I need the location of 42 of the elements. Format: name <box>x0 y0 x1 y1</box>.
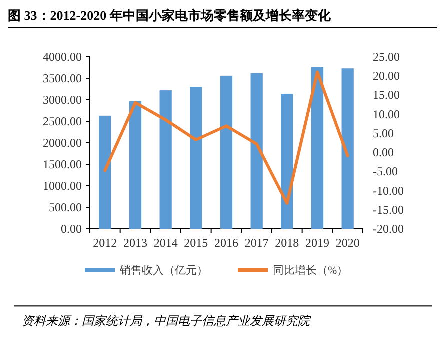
x-tick-label: 2019 <box>306 236 330 250</box>
chart-title: 图 33：2012-2020 年中国小家电市场零售额及增长率变化 <box>8 8 332 23</box>
x-tick-label: 2020 <box>336 236 360 250</box>
y-tick-label: 2500.00 <box>43 114 82 128</box>
y-tick-label: 1000.00 <box>43 179 82 193</box>
y-tick-label: 3500.00 <box>43 72 82 86</box>
y2-tick-label: -5.00 <box>373 164 398 179</box>
y-tick-label: 500.00 <box>49 200 82 214</box>
bar <box>129 101 142 229</box>
legend-label: 销售收入（亿元） <box>119 264 208 277</box>
y-tick-label: 4000.00 <box>43 50 82 64</box>
legend-label: 同比增长（%） <box>273 264 348 277</box>
x-tick-label: 2017 <box>244 236 269 250</box>
y-tick-label: 1500.00 <box>43 158 82 172</box>
y-tick-label: 0.00 <box>61 222 82 236</box>
bar <box>250 73 263 229</box>
y2-tick-label: 15.00 <box>373 88 400 102</box>
y2-tick-label: 0.00 <box>373 146 394 160</box>
x-tick-label: 2012 <box>93 236 118 250</box>
x-tick-label: 2015 <box>184 236 208 250</box>
text: 资料来源：国家统计局，中国电子信息产业发展研究院 <box>22 314 312 328</box>
bar <box>160 90 172 229</box>
bar <box>281 94 294 229</box>
line-series <box>104 70 350 205</box>
bar <box>342 68 354 229</box>
bar <box>190 87 202 229</box>
x-tick-label: 2013 <box>124 236 148 250</box>
y-tick-label: 2000.00 <box>43 136 82 150</box>
bar <box>99 116 112 229</box>
y2-tick-label: -20.00 <box>373 222 404 236</box>
y-tick-label: 3000.00 <box>43 93 82 107</box>
x-tick-label: 2016 <box>214 236 238 250</box>
x-tick-label: 2014 <box>154 236 178 250</box>
x-tick-label: 2018 <box>275 236 300 250</box>
bar <box>220 76 233 229</box>
y2-tick-label: 25.00 <box>373 50 400 64</box>
y2-tick-label: -10.00 <box>373 184 404 198</box>
y2-tick-label: -15.00 <box>373 202 404 217</box>
y2-tick-label: 5.00 <box>373 126 394 140</box>
y2-tick-label: 20.00 <box>373 69 400 84</box>
y2-tick-label: 10.00 <box>373 107 400 122</box>
bar <box>311 67 324 229</box>
